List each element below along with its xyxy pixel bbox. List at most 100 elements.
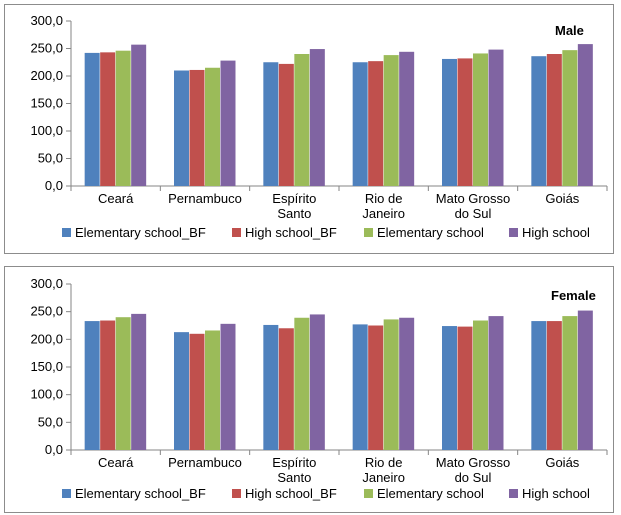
bar: [546, 321, 562, 450]
bar: [488, 316, 504, 450]
bar: [309, 49, 325, 186]
category-label: Santo: [277, 470, 311, 485]
legend-swatch: [232, 228, 241, 237]
bar: [399, 51, 415, 186]
bar: [205, 67, 220, 186]
category-label: Ceará: [98, 455, 134, 470]
bar: [577, 44, 593, 186]
chart-title: Male: [555, 23, 584, 38]
bar: [531, 56, 547, 187]
y-tick-label: 300,0: [30, 276, 63, 291]
legend-swatch: [364, 489, 373, 498]
legend-entry: Elementary school_BF: [75, 225, 206, 240]
legend-entry: High school: [522, 486, 590, 501]
legend-entry: Elementary school_BF: [75, 486, 206, 501]
bar: [263, 62, 279, 186]
category-label: do Sul: [455, 206, 492, 221]
bar: [442, 58, 457, 187]
bar: [220, 60, 236, 186]
bar: [546, 54, 562, 186]
bar: [278, 63, 294, 186]
bar: [531, 321, 547, 450]
bar: [174, 332, 189, 450]
legend-swatch: [232, 489, 241, 498]
y-tick-label: 0,0: [45, 178, 63, 193]
female-chart-panel: 0,0 50,0 100,0 150,0 200,0 250,0 300,0 Ceará Per…: [4, 266, 614, 513]
bar: [562, 316, 578, 450]
bar: [278, 328, 294, 450]
y-tick-label: 150,0: [30, 96, 63, 111]
bar: [174, 70, 189, 186]
bar: [577, 310, 593, 450]
category-label: Rio de: [365, 455, 403, 470]
y-tick-label: 100,0: [30, 123, 63, 138]
bar: [473, 320, 488, 450]
bar: [84, 321, 100, 450]
bar: [457, 58, 473, 186]
y-tick-label: 200,0: [30, 331, 63, 346]
category-label: Janeiro: [362, 470, 405, 485]
bar: [368, 61, 384, 186]
legend-entry: High school_BF: [245, 225, 337, 240]
bar: [488, 49, 504, 186]
legend-swatch: [62, 228, 71, 237]
bar: [309, 314, 325, 450]
female-bar-chart: 0,0 50,0 100,0 150,0 200,0 250,0 300,0 Ceará Per…: [30, 276, 608, 501]
legend-entry: Elementary school: [377, 486, 484, 501]
bar: [100, 320, 116, 450]
chart-title: Female: [551, 288, 596, 303]
y-tick-label: 50,0: [38, 151, 63, 166]
bar: [294, 317, 310, 450]
bar: [131, 313, 147, 450]
legend-swatch: [364, 228, 373, 237]
male-bar-chart: 0,0 50,0 100,0 150,0 200,0 250,0 300,0 Ceará Per…: [30, 13, 608, 240]
legend-swatch: [62, 489, 71, 498]
bar: [352, 324, 368, 450]
bar: [189, 333, 205, 450]
category-label: Goiás: [545, 455, 579, 470]
bar: [131, 44, 147, 187]
y-tick-label: 300,0: [30, 13, 63, 28]
bar: [205, 330, 220, 450]
category-label: Espírito: [272, 455, 316, 470]
category-label: Pernambuco: [168, 191, 242, 206]
male-chart-panel: 0,0 50,0 100,0 150,0 200,0 250,0 300,0 Ceará Per…: [4, 4, 614, 254]
bar: [368, 325, 384, 450]
bar: [383, 55, 399, 186]
category-label: Mato Grosso: [436, 455, 510, 470]
category-label: Goiás: [545, 191, 579, 206]
y-tick-label: 100,0: [30, 387, 63, 402]
category-label: Rio de: [365, 191, 403, 206]
legend-entry: High school_BF: [245, 486, 337, 501]
legend-entry: Elementary school: [377, 225, 484, 240]
legend-swatch: [509, 228, 518, 237]
category-label: Pernambuco: [168, 455, 242, 470]
y-tick-label: 250,0: [30, 41, 63, 56]
y-tick-label: 50,0: [38, 414, 63, 429]
legend-entry: High school: [522, 225, 590, 240]
bar: [457, 326, 473, 450]
category-label: Santo: [277, 206, 311, 221]
category-label: Janeiro: [362, 206, 405, 221]
legend-swatch: [509, 489, 518, 498]
bar: [115, 50, 131, 187]
bar: [100, 52, 116, 186]
bar: [473, 53, 488, 187]
category-label: do Sul: [455, 470, 492, 485]
y-tick-label: 200,0: [30, 68, 63, 83]
bar: [562, 50, 578, 187]
category-label: Mato Grosso: [436, 191, 510, 206]
category-label: Ceará: [98, 191, 134, 206]
category-label: Espírito: [272, 191, 316, 206]
bar: [84, 52, 100, 187]
bar: [352, 62, 368, 186]
bar: [294, 54, 310, 186]
y-tick-label: 250,0: [30, 304, 63, 319]
bar: [220, 323, 236, 450]
y-tick-label: 150,0: [30, 359, 63, 374]
y-tick-label: 0,0: [45, 442, 63, 457]
bar: [399, 317, 415, 450]
bar: [115, 317, 131, 450]
bar: [189, 69, 205, 186]
bar: [383, 319, 399, 450]
